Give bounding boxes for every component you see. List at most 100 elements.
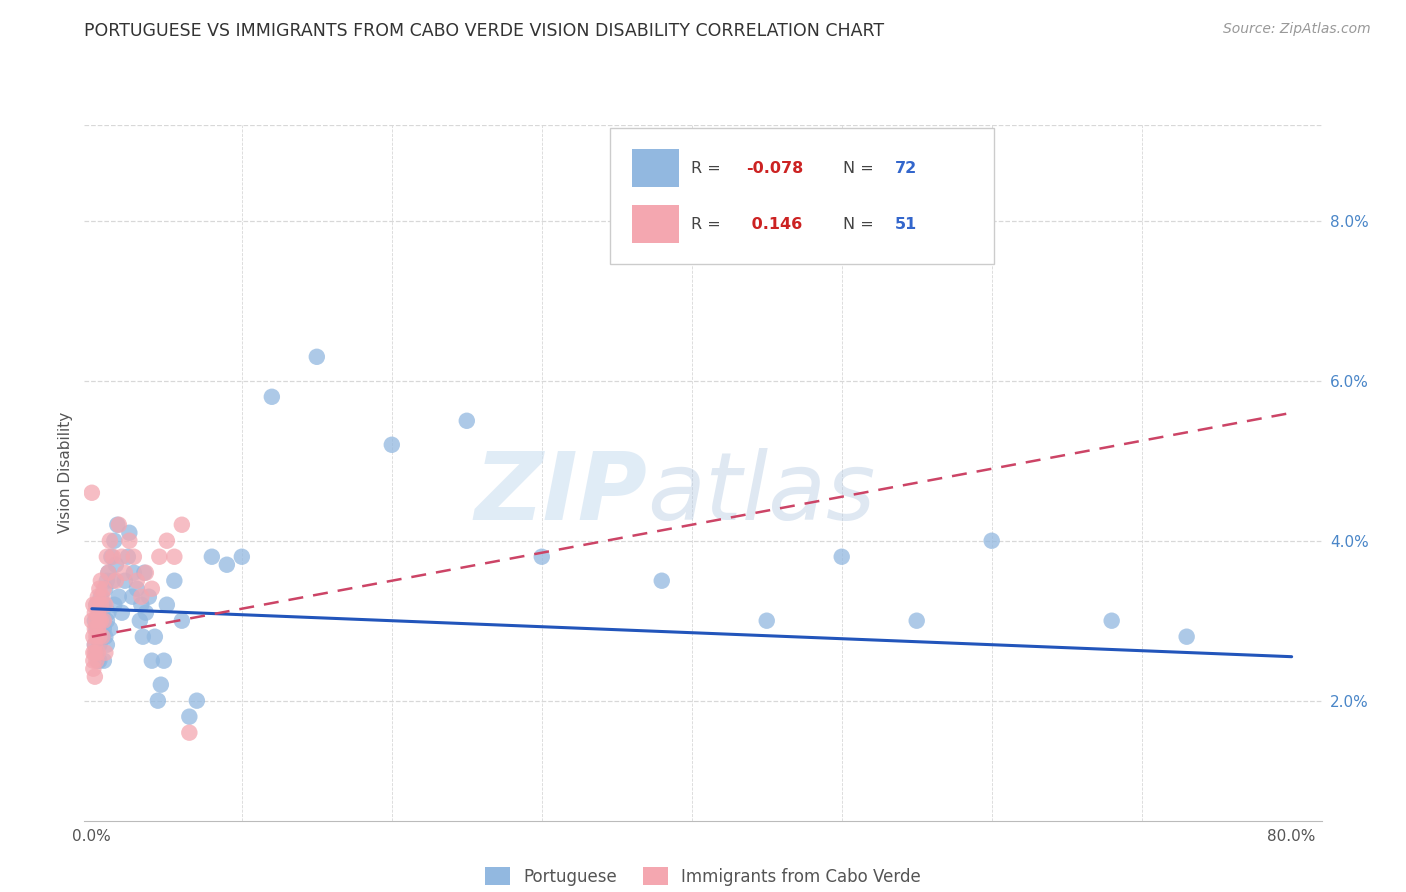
Point	[125, 582, 148, 596]
Point	[93, 582, 115, 596]
Point	[108, 517, 131, 532]
Text: N =: N =	[842, 161, 879, 177]
Point	[456, 414, 478, 428]
Point	[89, 638, 111, 652]
Point	[86, 614, 108, 628]
Point	[260, 390, 283, 404]
Point	[82, 630, 104, 644]
Legend: Portuguese, Immigrants from Cabo Verde: Portuguese, Immigrants from Cabo Verde	[479, 861, 927, 892]
Point	[86, 598, 108, 612]
Point	[97, 566, 120, 580]
Point	[86, 654, 108, 668]
Point	[381, 438, 404, 452]
Text: PORTUGUESE VS IMMIGRANTS FROM CABO VERDE VISION DISABILITY CORRELATION CHART: PORTUGUESE VS IMMIGRANTS FROM CABO VERDE…	[84, 22, 884, 40]
Point	[122, 549, 145, 564]
Text: 51: 51	[894, 217, 917, 232]
Point	[93, 654, 115, 668]
Text: R =: R =	[690, 217, 725, 232]
Point	[96, 614, 118, 628]
Point	[93, 598, 115, 612]
Point	[131, 590, 153, 604]
FancyBboxPatch shape	[610, 128, 994, 264]
Point	[97, 606, 120, 620]
Point	[153, 654, 176, 668]
Point	[1175, 630, 1198, 644]
Point	[83, 606, 105, 620]
Point	[163, 549, 186, 564]
Point	[125, 574, 148, 588]
Text: -0.078: -0.078	[747, 161, 804, 177]
Text: N =: N =	[842, 217, 879, 232]
Point	[86, 630, 108, 644]
Point	[82, 654, 104, 668]
Point	[89, 630, 111, 644]
Text: ZIP: ZIP	[474, 448, 647, 540]
Point	[94, 582, 117, 596]
Point	[87, 614, 110, 628]
Point	[103, 533, 125, 548]
Point	[156, 533, 179, 548]
Point	[94, 598, 117, 612]
Point	[89, 606, 111, 620]
Point	[100, 549, 122, 564]
Point	[170, 517, 193, 532]
Point	[83, 646, 105, 660]
Point	[90, 614, 112, 628]
Point	[179, 709, 201, 723]
Point	[305, 350, 328, 364]
Point	[141, 654, 163, 668]
Point	[86, 598, 108, 612]
Point	[91, 606, 114, 620]
Text: 72: 72	[894, 161, 917, 177]
Y-axis label: Vision Disability: Vision Disability	[58, 412, 73, 533]
Point	[96, 638, 118, 652]
Point	[87, 590, 110, 604]
Point	[96, 549, 118, 564]
Point	[134, 566, 156, 580]
Point	[83, 638, 105, 652]
Point	[93, 614, 115, 628]
Point	[101, 574, 124, 588]
Point	[91, 630, 114, 644]
Point	[90, 598, 112, 612]
Point	[91, 590, 114, 604]
Point	[101, 549, 124, 564]
Point	[87, 646, 110, 660]
Point	[215, 558, 238, 572]
Point	[121, 590, 143, 604]
Point	[117, 549, 139, 564]
Point	[980, 533, 1002, 548]
FancyBboxPatch shape	[633, 205, 679, 244]
Point	[105, 517, 128, 532]
Point	[163, 574, 186, 588]
Point	[170, 614, 193, 628]
Point	[82, 646, 104, 660]
Text: atlas: atlas	[647, 448, 876, 539]
Point	[132, 630, 155, 644]
Point	[104, 574, 127, 588]
Point	[118, 533, 141, 548]
Point	[94, 646, 117, 660]
Point	[89, 582, 111, 596]
Point	[98, 533, 121, 548]
Point	[90, 574, 112, 588]
Point	[831, 549, 853, 564]
Point	[83, 670, 105, 684]
Point	[122, 566, 145, 580]
Point	[86, 646, 108, 660]
Point	[755, 614, 778, 628]
Point	[87, 622, 110, 636]
Point	[111, 549, 134, 564]
Point	[97, 566, 120, 580]
Point	[143, 630, 166, 644]
Point	[98, 622, 121, 636]
Point	[89, 614, 111, 628]
Point	[114, 574, 136, 588]
Point	[91, 630, 114, 644]
Point	[83, 622, 105, 636]
Point	[87, 630, 110, 644]
Point	[651, 574, 673, 588]
Point	[89, 654, 111, 668]
Point	[135, 566, 157, 580]
Point	[148, 549, 170, 564]
